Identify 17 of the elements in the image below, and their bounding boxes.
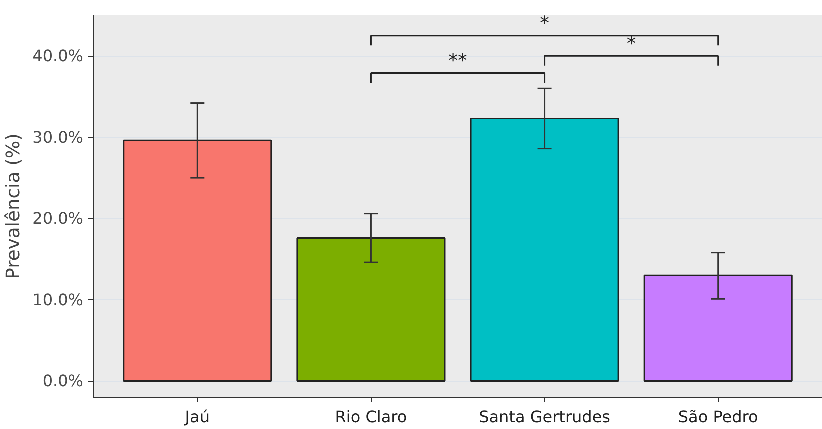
annotation: * [626,34,636,55]
y-tick-label: 10.0% [32,290,84,310]
annotation: ** [448,50,468,72]
y-axis-title: Prevalência (%) [4,134,25,280]
bar [644,274,793,382]
x-tick-label: Rio Claro [335,408,408,426]
y-tick-label: 0.0% [42,372,84,391]
y-tick-label: 20.0% [32,209,84,228]
y-tick-label: 30.0% [32,128,84,147]
x-tick-label: São Pedro [678,408,758,426]
bar [296,237,446,382]
x-tick-label: Santa Gertrudes [479,408,610,426]
x-tick-label: Jaú [184,408,210,426]
bar [123,140,272,382]
annotation: * [540,14,550,35]
y-tick-label: 40.0% [32,46,84,66]
bar [470,118,620,382]
